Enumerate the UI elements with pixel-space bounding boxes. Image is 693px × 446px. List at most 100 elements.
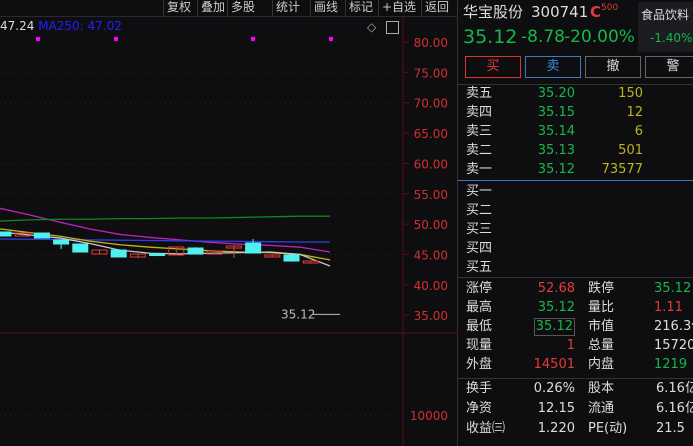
bid-row: 买一 <box>466 184 493 199</box>
fund-value: 0.26% <box>533 381 575 396</box>
fund-label: 收益㈢ <box>466 421 506 436</box>
candle <box>129 253 146 259</box>
ask-volume: 73577 <box>601 162 643 177</box>
y-tick-label: 35.00 <box>414 309 448 323</box>
cancel-button[interactable]: 撤 <box>585 56 641 78</box>
stat-value: 15720 <box>654 338 693 353</box>
sell-button[interactable]: 卖 <box>525 56 581 78</box>
marker <box>329 36 333 41</box>
stat-row: 外盘 14501 内盘 1219 <box>458 355 693 375</box>
fundamental-row: 换手 0.26% 股本 6.16亿 <box>458 379 693 399</box>
fundamental-row: 净资 12.15 流通 6.16亿 <box>458 399 693 419</box>
bid-row: 买二 <box>466 203 493 218</box>
candle <box>187 247 204 255</box>
ask-volume: 150 <box>618 86 643 101</box>
ask-price: 35.15 <box>537 105 575 120</box>
fund-label: 流通 <box>588 401 615 416</box>
ma-line <box>0 238 330 243</box>
candle <box>206 250 223 255</box>
stat-label: 现量 <box>466 338 493 353</box>
stat-label: 最高 <box>466 300 493 315</box>
candle <box>264 254 281 258</box>
toolbar-button[interactable]: 叠加 <box>197 0 228 17</box>
candle <box>168 246 185 256</box>
fund-value: 6.16亿 <box>656 401 693 416</box>
stat-label: 总量 <box>588 338 615 353</box>
buy-button[interactable]: 买 <box>465 56 521 78</box>
sector-name: 食品饮料 <box>641 8 690 22</box>
kline-chart[interactable]: 80.00 75.00 70.00 65.00 60.00 55.00 50.00 45.00… <box>0 17 457 446</box>
legend-value: 47.24 <box>0 19 35 33</box>
ask-volume: 501 <box>618 143 643 158</box>
candle <box>72 243 89 253</box>
toolbar-button[interactable]: 标记 <box>345 0 376 17</box>
marker <box>114 36 118 41</box>
ask-row: 卖五 35.20 150 <box>458 84 693 104</box>
bid-row: 买四 <box>466 241 493 256</box>
toolbar-button[interactable]: 多股 <box>227 0 258 17</box>
candle <box>149 253 166 257</box>
y-tick-label: 40.00 <box>414 279 448 293</box>
fund-label: 股本 <box>588 381 615 396</box>
stat-label: 市值 <box>588 319 615 334</box>
last-price-label: 35.12 <box>281 307 315 321</box>
ask-row: 卖一 35.12 73577 <box>458 160 693 180</box>
y-tick-label: 80.00 <box>414 36 448 50</box>
badge: C <box>590 3 602 21</box>
sector-box[interactable]: 食品饮料 -1.40% <box>638 2 693 52</box>
change: -8.78 <box>521 27 565 47</box>
marker <box>36 36 40 41</box>
toolbar-button[interactable]: +自选 <box>378 0 419 17</box>
stat-row: 涨停 52.68 跌停 35.12 <box>458 279 693 299</box>
fund-label: 换手 <box>466 381 493 396</box>
stat-label: 内盘 <box>588 357 615 372</box>
fund-value: 21.5 <box>656 421 685 436</box>
candle <box>302 260 319 264</box>
stock-name: 华宝股份 <box>463 3 524 21</box>
panel-toggle-icon[interactable] <box>386 21 399 34</box>
chart-toolbar: 复权 叠加 多股 统计 画线 标记 +自选 返回 <box>0 0 457 17</box>
volume-tick-label: 10000 <box>410 409 448 423</box>
ask-label: 卖四 <box>466 105 493 120</box>
y-tick-label: 60.00 <box>414 157 448 171</box>
y-tick-label: 75.00 <box>414 66 448 80</box>
ask-row: 卖四 35.15 12 <box>458 103 693 123</box>
ask-label: 卖二 <box>466 143 493 158</box>
ask-label: 卖三 <box>466 124 493 139</box>
ask-price: 35.12 <box>537 162 575 177</box>
stat-value: 35.12 <box>533 318 575 336</box>
y-tick-label: 65.00 <box>414 127 448 141</box>
bid-row: 买三 <box>466 222 493 237</box>
fund-label: PE(动) <box>588 421 628 436</box>
ask-label: 卖一 <box>466 162 493 177</box>
y-tick-label: 45.00 <box>414 248 448 262</box>
quote-panel: 华宝股份 300741 C 500 食品饮料 -1.40% 35.12 -8.78 -20.… <box>457 0 693 446</box>
candle <box>245 238 262 254</box>
candle <box>283 254 300 262</box>
toolbar-button[interactable]: 统计 <box>272 0 303 17</box>
badge-sub: 500 <box>601 3 619 13</box>
stat-value: 1 <box>566 338 575 353</box>
y-tick-label: 50.00 <box>414 218 448 232</box>
stock-title: 华宝股份 300741 C 500 <box>458 2 693 22</box>
ask-label: 卖五 <box>466 86 493 101</box>
ask-price: 35.13 <box>537 143 575 158</box>
fund-label: 净资 <box>466 401 493 416</box>
stat-row: 现量 1 总量 15720 <box>458 336 693 356</box>
alert-button[interactable]: 警 <box>645 56 693 78</box>
fundamental-row: 收益㈢ 1.220 PE(动) 21.5 <box>458 419 693 439</box>
stat-label: 最低 <box>466 319 493 334</box>
ma250-legend: MA250: 47.02 <box>38 19 122 33</box>
stat-row: 最高 35.12 量比 1.11 <box>458 298 693 318</box>
toolbar-button[interactable]: 返回 <box>421 0 452 17</box>
candle <box>110 248 127 258</box>
stock-code: 300741 <box>531 3 589 21</box>
candle <box>0 231 12 237</box>
ma-legend: 47.24 MA250: 47.02 <box>0 19 122 33</box>
stat-label: 涨停 <box>466 281 493 296</box>
diamond-icon[interactable]: ◇ <box>367 20 377 34</box>
ask-price: 35.14 <box>537 124 575 139</box>
toolbar-button[interactable]: 画线 <box>310 0 341 17</box>
toolbar-button[interactable]: 复权 <box>163 0 194 17</box>
stat-row: 最低 35.12 市值 216.3亿 <box>458 317 693 337</box>
